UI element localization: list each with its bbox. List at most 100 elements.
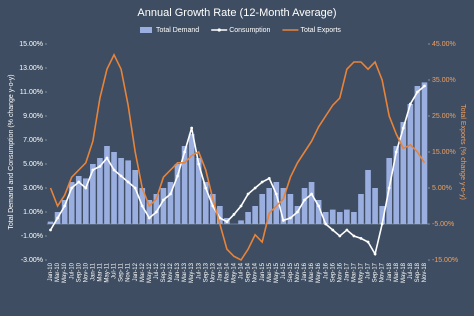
x-tick-label: Jul-12 bbox=[154, 262, 160, 279]
x-tick-label: Sep-12 bbox=[161, 262, 167, 282]
x-tick-label: Jan-10 bbox=[48, 262, 54, 281]
legend-label: Consumption bbox=[229, 27, 270, 34]
x-tick-label: Jan-13 bbox=[175, 262, 181, 281]
chart-title: Annual Growth Rate (12-Month Average) bbox=[137, 7, 336, 19]
x-tick-label: Mar-11 bbox=[97, 262, 103, 281]
bar bbox=[97, 158, 103, 224]
x-tick-label: May-16 bbox=[316, 262, 322, 283]
line-marker bbox=[246, 192, 250, 196]
line-marker bbox=[387, 186, 391, 190]
bar bbox=[379, 206, 385, 224]
line-marker bbox=[176, 174, 179, 178]
y-tick-label: 7.00% bbox=[23, 137, 43, 144]
y-tick-label: 9.00% bbox=[23, 113, 43, 120]
bar bbox=[47, 221, 54, 224]
bar bbox=[308, 182, 315, 224]
bar bbox=[365, 170, 371, 224]
x-tick-label: May-14 bbox=[232, 262, 238, 283]
line-marker bbox=[70, 186, 74, 190]
x-tick-label: May-12 bbox=[147, 262, 153, 283]
x-tick-label: May-10 bbox=[62, 262, 68, 283]
bar bbox=[61, 200, 68, 224]
bar bbox=[75, 176, 82, 224]
line-marker bbox=[408, 102, 412, 106]
x-tick-label: Sep-16 bbox=[330, 262, 336, 282]
line-marker bbox=[63, 204, 67, 208]
bar bbox=[188, 134, 195, 224]
bar bbox=[301, 188, 308, 224]
x-tick-label: May-13 bbox=[189, 262, 195, 283]
bar bbox=[160, 188, 167, 224]
bar bbox=[344, 209, 350, 224]
line-marker bbox=[225, 220, 229, 224]
line-marker bbox=[133, 186, 137, 190]
bar bbox=[104, 146, 110, 224]
line-marker bbox=[253, 186, 257, 190]
x-tick-label: Jan-17 bbox=[344, 262, 350, 281]
line-marker bbox=[162, 198, 165, 202]
x-tick-label: Sep-14 bbox=[246, 262, 252, 282]
x-tick-label: May-11 bbox=[105, 262, 111, 282]
bar bbox=[181, 146, 188, 224]
x-tick-label: Mar-13 bbox=[182, 262, 188, 282]
y-tick-label: 5.00% bbox=[23, 161, 43, 168]
x-tick-label: Jan-18 bbox=[387, 262, 393, 281]
x-tick-label: Jan-11 bbox=[90, 262, 96, 281]
bar bbox=[153, 194, 160, 224]
bar bbox=[82, 178, 89, 224]
legend-marker bbox=[217, 28, 221, 32]
line-marker bbox=[119, 174, 123, 178]
bar bbox=[245, 212, 251, 224]
x-tick-label: Sep-11 bbox=[119, 262, 125, 282]
x-tick-label: Jul-18 bbox=[408, 262, 414, 279]
line-marker bbox=[401, 126, 405, 130]
x-tick-label: Jan-12 bbox=[133, 262, 139, 281]
line-marker bbox=[169, 192, 172, 196]
line-marker bbox=[289, 216, 292, 220]
bar bbox=[336, 212, 343, 224]
line-marker bbox=[49, 228, 52, 232]
x-tick-label: Jul-11 bbox=[112, 262, 118, 279]
bar bbox=[111, 152, 117, 224]
x-tick-label: Mar-17 bbox=[351, 262, 357, 282]
y-tick-label: 13.00% bbox=[19, 65, 43, 72]
line-marker bbox=[147, 216, 151, 220]
bar bbox=[125, 160, 131, 224]
y-tick-label: 1.00% bbox=[23, 209, 43, 216]
x-tick-label: Nov-10 bbox=[83, 262, 89, 282]
line-marker bbox=[197, 162, 201, 166]
x-tick-label: Mar-10 bbox=[55, 262, 61, 282]
line-marker bbox=[260, 180, 264, 184]
bar bbox=[407, 104, 414, 224]
bar bbox=[146, 200, 153, 224]
x-tick-label: Nov-16 bbox=[337, 262, 343, 282]
x-tick-label: Sep-10 bbox=[76, 262, 82, 282]
line-marker bbox=[190, 126, 194, 130]
line-marker bbox=[366, 240, 370, 244]
line-marker bbox=[112, 168, 116, 172]
bar bbox=[238, 220, 244, 224]
line bbox=[49, 52, 426, 262]
line-marker bbox=[394, 150, 398, 154]
line-marker bbox=[338, 234, 342, 238]
x-tick-label: Sep-13 bbox=[203, 262, 209, 282]
bar bbox=[315, 200, 322, 224]
line-marker bbox=[317, 204, 321, 208]
bar bbox=[358, 194, 364, 224]
line-marker bbox=[204, 186, 208, 190]
line-marker bbox=[380, 222, 384, 226]
x-tick-label: May-18 bbox=[401, 262, 407, 283]
x-tick-label: Nov-18 bbox=[422, 262, 428, 282]
bar bbox=[273, 182, 280, 224]
y2-axis-title: Total Exports (% change y-o-y) bbox=[459, 104, 466, 200]
x-tick-label: Jul-17 bbox=[366, 262, 372, 279]
x-tick-label: Nov-15 bbox=[295, 262, 301, 282]
x-tick-label: Mar-15 bbox=[267, 262, 273, 282]
line-marker bbox=[267, 177, 271, 180]
line-marker bbox=[154, 210, 158, 214]
legend-label: Total Exports bbox=[300, 27, 341, 34]
line-marker bbox=[310, 192, 313, 196]
x-tick-label: May-17 bbox=[359, 262, 365, 283]
x-tick-label: Jul-10 bbox=[69, 262, 75, 279]
